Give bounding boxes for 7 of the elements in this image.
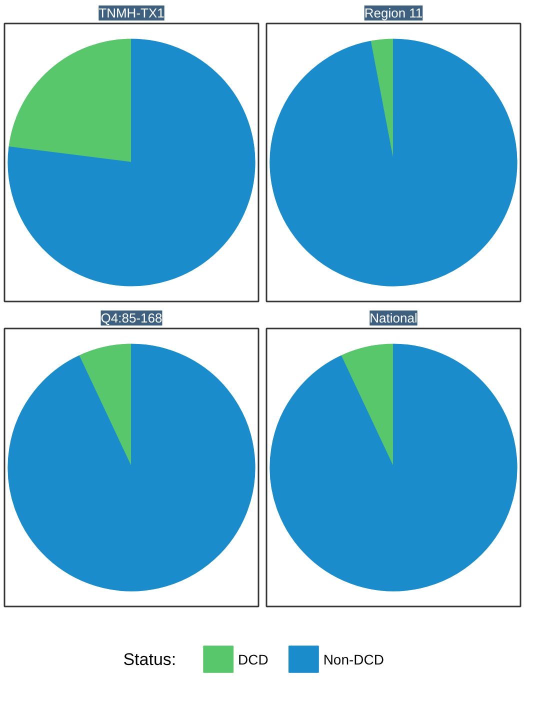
legend-label: DCD (238, 651, 268, 668)
chart-title: National (370, 310, 418, 326)
chart-title: Region 11 (364, 6, 423, 20)
legend-label: Non-DCD (323, 651, 384, 668)
chart-title: Q4:85-168 (100, 310, 162, 326)
chart-title: TNMH-TX1 (98, 6, 164, 20)
legend-title: Status: (123, 650, 176, 669)
